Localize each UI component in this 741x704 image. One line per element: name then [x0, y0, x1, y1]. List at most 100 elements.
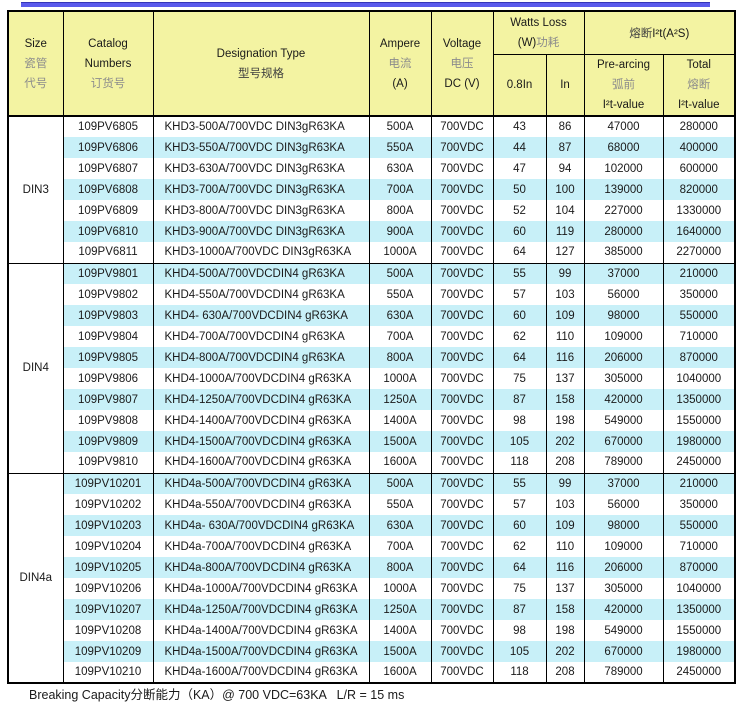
total-i2t-cell: 2450000	[662, 452, 736, 473]
header-voltage-en: Voltage	[442, 37, 482, 50]
designation-cell: KHD4-1400A/700VDCDIN4 gR63KA	[152, 410, 370, 431]
watts-in-cell: 158	[545, 599, 585, 620]
header-catalog-cn: 订货号	[90, 77, 126, 90]
watts-in-cell: 86	[545, 115, 585, 137]
ampere-cell: 630A	[368, 158, 432, 179]
header-watts-mixed: (W)功耗	[494, 33, 584, 53]
prearcing-i2t-cell: 56000	[583, 494, 664, 515]
watts-in-cell: 202	[545, 431, 585, 452]
ampere-cell: 500A	[368, 115, 432, 137]
ampere-cell: 1250A	[368, 389, 432, 410]
watts-08in-cell: 47	[492, 158, 547, 179]
size-group-cell: DIN3	[7, 115, 64, 263]
watts-08in-cell: 60	[492, 305, 547, 326]
size-group-cell: DIN4	[7, 262, 64, 473]
catalog-cell: 109PV10203	[62, 515, 154, 536]
ampere-cell: 800A	[368, 347, 432, 368]
total-i2t-cell: 1330000	[662, 200, 736, 221]
ampere-cell: 1400A	[368, 620, 432, 641]
watts-08in-cell: 98	[492, 410, 547, 431]
catalog-cell: 109PV10210	[62, 662, 154, 683]
catalog-cell: 109PV9808	[62, 410, 154, 431]
ampere-cell: 1400A	[368, 410, 432, 431]
blue-top-rule	[21, 2, 710, 7]
voltage-cell: 700VDC	[430, 200, 494, 221]
watts-08in-cell: 64	[492, 347, 547, 368]
voltage-cell: 700VDC	[430, 262, 494, 284]
watts-08in-cell: 105	[492, 431, 547, 452]
watts-in-cell: 116	[545, 347, 585, 368]
table-row: DIN4a 109PV10201 KHD4a-500A/700VDCDIN4 gR6…	[7, 472, 736, 683]
watts-in-cell: 208	[545, 662, 585, 683]
watts-08in-cell: 87	[492, 599, 547, 620]
catalog-cell: 109PV10202	[62, 494, 154, 515]
ampere-cell: 1250A	[368, 599, 432, 620]
catalog-cell: 109PV9801	[62, 262, 154, 284]
watts-08in-cell: 43	[492, 115, 547, 137]
header-watts-unit: (W)	[517, 36, 537, 49]
designation-cell: KHD4a-1250A/700VDCDIN4 gR63KA	[152, 599, 370, 620]
designation-cell: KHD4a-1400A/700VDCDIN4 gR63KA	[152, 620, 370, 641]
prearcing-i2t-cell: 109000	[583, 326, 664, 347]
designation-cell: KHD4-800A/700VDCDIN4 gR63KA	[152, 347, 370, 368]
ampere-cell: 1500A	[368, 641, 432, 662]
catalog-cell: 109PV9809	[62, 431, 154, 452]
voltage-cell: 700VDC	[430, 494, 494, 515]
total-i2t-cell: 1980000	[662, 641, 736, 662]
header-prearcing-value: I²t-value	[602, 98, 645, 111]
total-i2t-cell: 2270000	[662, 242, 736, 263]
designation-cell: KHD4a- 630A/700VDCDIN4 gR63KA	[152, 515, 370, 536]
ampere-cell: 700A	[368, 326, 432, 347]
catalog-cell: 109PV10208	[62, 620, 154, 641]
header-designation: Designation Type 型号规格	[152, 10, 370, 117]
header-size-en: Size	[24, 37, 47, 50]
header-i2t: 熔断I²t(A²S)	[583, 10, 736, 55]
header-size: Size 瓷管 代号	[7, 10, 64, 117]
watts-08in-cell: 118	[492, 662, 547, 683]
prearcing-i2t-cell: 37000	[583, 262, 664, 284]
header-08in: 0.8In	[492, 53, 547, 117]
prearcing-i2t-cell: 37000	[583, 472, 664, 494]
catalog-cell: 109PV10204	[62, 536, 154, 557]
breaking-capacity-note: Breaking Capacity分断能力（KA）@ 700 VDC=63KA …	[29, 688, 405, 702]
header-total-value: I²t-value	[677, 98, 720, 111]
prearcing-i2t-cell: 98000	[583, 305, 664, 326]
ampere-cell: 500A	[368, 262, 432, 284]
table-row: DIN3 109PV6805 KHD3-500A/700VDC DIN3gR63KA…	[7, 115, 736, 263]
header-prearcing-cn: 弧前	[612, 78, 636, 91]
designation-cell: KHD4a-700A/700VDCDIN4 gR63KA	[152, 536, 370, 557]
total-i2t-cell: 1980000	[662, 431, 736, 452]
header-total: Total 熔断 I²t-value	[662, 53, 736, 117]
watts-08in-cell: 60	[492, 515, 547, 536]
watts-08in-cell: 75	[492, 368, 547, 389]
prearcing-i2t-cell: 420000	[583, 599, 664, 620]
table-row: 109PV9802 KHD4-550A/700VDCDIN4 gR63KA 550A…	[8, 284, 736, 305]
catalog-cell: 109PV10209	[62, 641, 154, 662]
table-header: Size 瓷管 代号 Catalog Numbers 订货号 Designati…	[7, 10, 736, 117]
header-ampere-unit: (A)	[392, 77, 408, 90]
designation-cell: KHD3-800A/700VDC DIN3gR63KA	[152, 200, 370, 221]
total-i2t-cell: 210000	[662, 262, 736, 284]
designation-cell: KHD4a-1000A/700VDCDIN4 gR63KA	[152, 578, 370, 599]
catalog-cell: 109PV6807	[62, 158, 154, 179]
table-row: 109PV9805 KHD4-800A/700VDCDIN4 gR63KA 800A…	[8, 347, 736, 368]
table-row: 109PV6808 KHD3-700A/700VDC DIN3gR63KA 700A…	[8, 179, 736, 200]
total-i2t-cell: 210000	[662, 472, 736, 494]
ampere-cell: 500A	[368, 472, 432, 494]
voltage-cell: 700VDC	[430, 284, 494, 305]
catalog-cell: 109PV9805	[62, 347, 154, 368]
ampere-cell: 1000A	[368, 368, 432, 389]
prearcing-i2t-cell: 56000	[583, 284, 664, 305]
watts-08in-cell: 98	[492, 620, 547, 641]
watts-in-cell: 110	[545, 536, 585, 557]
total-i2t-cell: 280000	[662, 115, 736, 137]
ampere-cell: 800A	[368, 200, 432, 221]
watts-in-cell: 100	[545, 179, 585, 200]
table-row: DIN4 109PV9801 KHD4-500A/700VDCDIN4 gR63KA…	[7, 262, 736, 473]
table-row: 109PV10208 KHD4a-1400A/700VDCDIN4 gR63KA 1…	[8, 620, 736, 641]
designation-cell: KHD3-500A/700VDC DIN3gR63KA	[152, 115, 370, 137]
voltage-cell: 700VDC	[430, 389, 494, 410]
watts-in-cell: 110	[545, 326, 585, 347]
watts-08in-cell: 52	[492, 200, 547, 221]
watts-08in-cell: 57	[492, 494, 547, 515]
